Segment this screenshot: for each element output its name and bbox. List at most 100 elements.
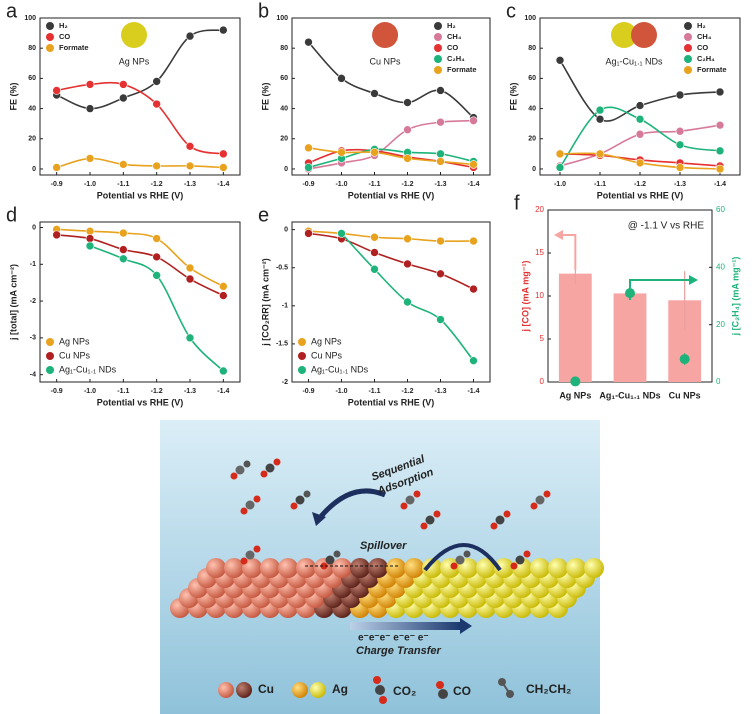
- bar: [613, 293, 647, 382]
- atom: [278, 558, 298, 578]
- y-tick-label: 100: [524, 15, 536, 22]
- annotation: @ -1.1 V vs RHE: [628, 221, 705, 232]
- x-tick-label: -1.4: [217, 181, 229, 188]
- data-point: [219, 366, 228, 376]
- data-point: [675, 126, 685, 136]
- data-point: [119, 245, 128, 254]
- x-tick-label: -1.0: [335, 388, 347, 395]
- molecule-atom: [515, 555, 525, 565]
- molecule-atom: [290, 502, 298, 510]
- data-point: [185, 274, 195, 284]
- molecule-atom: [450, 562, 458, 570]
- x-axis-label: Potential vs RHE (V): [597, 190, 684, 200]
- y-tick-label: 60: [280, 75, 288, 82]
- data-point: [152, 77, 161, 86]
- data-point: [715, 146, 725, 156]
- y-tick-label: -2: [30, 298, 36, 305]
- molecule-atom: [495, 515, 505, 525]
- legend-label: Ag: [332, 682, 348, 696]
- atom: [260, 558, 280, 578]
- data-point: [85, 154, 95, 163]
- y-tick-label: 0: [284, 166, 288, 173]
- data-point: [119, 93, 128, 103]
- legend-icon: [292, 682, 308, 698]
- legend-swatch: [46, 22, 54, 30]
- data-point: [52, 163, 61, 172]
- data-point: [370, 89, 379, 98]
- legend-swatch: [434, 22, 442, 30]
- data-point: [403, 98, 412, 107]
- plot-frame: [39, 221, 241, 383]
- atom: [422, 558, 442, 578]
- legend-swatch: [434, 66, 442, 74]
- legend-swatch: [46, 352, 54, 360]
- legend-swatch: [46, 338, 54, 346]
- data-point: [185, 161, 195, 171]
- atom: [386, 558, 406, 578]
- data-point: [469, 284, 478, 294]
- legend-swatch: [434, 44, 442, 52]
- atom: [584, 558, 604, 578]
- y-tick-label: 80: [528, 45, 536, 52]
- scheme-legend: Cu Ag CO₂ CO CH₂CH₂: [218, 676, 571, 704]
- molecule-atom: [433, 510, 441, 518]
- y2-axis-label: j [C₂H₄] (mA mg⁻¹): [730, 257, 740, 337]
- data-point: [304, 163, 313, 172]
- molecule-atom: [523, 550, 531, 558]
- data-point: [675, 90, 685, 100]
- x-tick-label: -1.3: [434, 181, 446, 188]
- arrow-head: [689, 275, 698, 285]
- y-tick-label: 0: [284, 226, 288, 233]
- data-point: [185, 333, 195, 343]
- y-axis-label: FE (%): [260, 82, 270, 110]
- data-point: [119, 160, 128, 169]
- data-point: [152, 271, 161, 280]
- molecule-atom: [325, 555, 335, 565]
- legend-label: H₂: [697, 21, 706, 30]
- y-tick-label: 80: [280, 45, 288, 52]
- cycle-arrow: [423, 543, 502, 572]
- data-point: [436, 315, 445, 324]
- molecule-atom: [425, 515, 435, 525]
- data-point: [403, 154, 412, 163]
- charge-transfer-label: Charge Transfer: [356, 645, 441, 657]
- molecule-atom: [503, 510, 511, 518]
- legend-label: Ag NPs: [311, 336, 342, 346]
- data-point: [715, 164, 725, 174]
- data-point: [635, 101, 645, 110]
- panel-label: b: [258, 0, 269, 22]
- legend-label: Formate: [59, 43, 89, 52]
- scheme: Spillover Sequential Adsorption e⁻e⁻e⁻ e…: [160, 420, 604, 714]
- axis-arrow: [560, 234, 577, 270]
- data-point: [436, 149, 445, 159]
- data-point: [304, 143, 313, 153]
- molecule-atom: [400, 502, 408, 510]
- atom: [332, 558, 352, 578]
- series-line: [56, 157, 224, 169]
- data-point: [469, 160, 478, 169]
- legend-label: C₂H₄: [447, 54, 465, 63]
- spillover-label: Spillover: [360, 540, 407, 552]
- atom: [548, 558, 568, 578]
- x-tick-label: -1.0: [84, 181, 96, 188]
- marker-icon: [121, 22, 147, 48]
- x-tick-label: -1.2: [151, 388, 163, 395]
- x-tick-label: -1.2: [634, 181, 646, 188]
- plot-frame: [39, 17, 241, 176]
- data-point: [403, 259, 412, 269]
- data-point: [675, 163, 685, 172]
- y-tick-label: 60: [28, 75, 36, 82]
- data-point: [337, 148, 346, 157]
- y-tick-label: -2: [282, 379, 288, 386]
- data-point: [119, 80, 128, 89]
- y-tick-label: 20: [535, 205, 544, 214]
- arrow-head: [460, 618, 472, 634]
- legend-icon: [501, 681, 511, 695]
- y2-tick-label: 20: [716, 320, 725, 329]
- series-line: [340, 232, 475, 362]
- molecule-atom: [333, 550, 341, 558]
- panel-label: f: [514, 192, 520, 214]
- series-line: [559, 59, 721, 122]
- x-axis-label: Potential vs RHE (V): [97, 190, 184, 200]
- y-tick-label: -1: [282, 303, 288, 310]
